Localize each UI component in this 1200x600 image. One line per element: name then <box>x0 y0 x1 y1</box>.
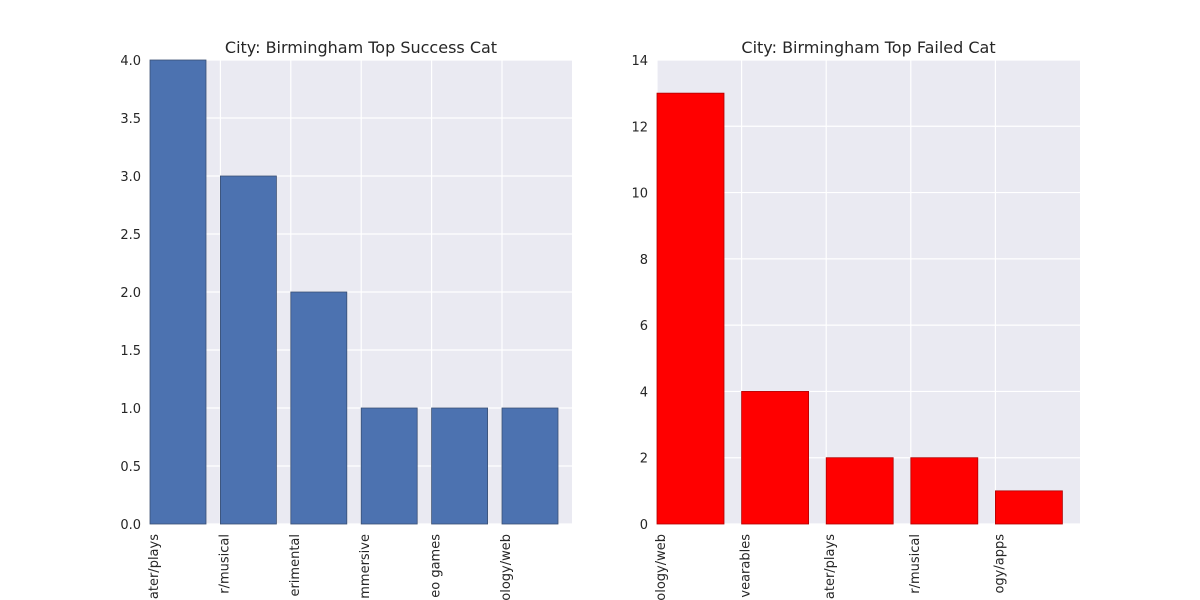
chart-title: City: Birmingham Top Success Cat <box>225 38 497 57</box>
y-tick-label: 14 <box>631 54 648 69</box>
y-tick-label: 0 <box>640 518 648 533</box>
x-tick-label: r/musical <box>908 534 923 594</box>
x-tick-label: vearables <box>739 534 754 598</box>
x-tick-label: ater/plays <box>823 534 838 599</box>
y-tick-label: 0.0 <box>120 518 141 533</box>
y-tick-label: 4.0 <box>120 54 141 69</box>
chart-title: City: Birmingham Top Failed Cat <box>741 38 995 57</box>
x-tick-label: ogy/apps <box>992 534 1007 594</box>
y-tick-label: 1.5 <box>120 344 141 359</box>
x-tick-label: erimental <box>288 534 303 597</box>
bar <box>741 391 809 525</box>
bar <box>995 490 1063 525</box>
x-tick-label: ology/web <box>499 534 514 600</box>
y-tick-label: 4 <box>640 385 648 400</box>
bar <box>825 457 894 525</box>
failed-chart: 0 2 4 6 8 10 12 14 ology/web vearables ater/plays r… <box>631 38 1080 600</box>
y-tick-label: 6 <box>640 319 648 334</box>
plot-background <box>657 60 1080 524</box>
bar <box>910 457 979 525</box>
bar <box>656 92 725 525</box>
y-tick-label: 3.0 <box>120 170 141 185</box>
x-tick-label: eo games <box>429 534 444 598</box>
y-tick-label: 2 <box>640 452 648 467</box>
y-tick-label: 3.5 <box>120 112 141 127</box>
y-tick-label: 2.0 <box>120 286 141 301</box>
y-tick-label: 8 <box>640 253 648 268</box>
y-tick-label: 1.0 <box>120 402 141 417</box>
bar <box>501 407 559 525</box>
bar <box>360 407 418 525</box>
y-tick-label: 0.5 <box>120 460 141 475</box>
x-tick-label: ology/web <box>654 534 669 600</box>
y-tick-label: 2.5 <box>120 228 141 243</box>
y-tick-label: 10 <box>631 187 648 202</box>
bar <box>219 175 277 525</box>
success-chart: 0.0 0.5 1.0 1.5 2.0 2.5 3.0 3.5 4.0 ater/plays r/m… <box>120 38 572 600</box>
x-tick-label: mmersive <box>358 534 373 599</box>
x-tick-label: r/musical <box>217 534 232 594</box>
bar <box>149 59 207 525</box>
y-tick-label: 12 <box>631 120 648 135</box>
bar <box>431 407 489 525</box>
bar <box>290 291 348 525</box>
x-tick-label: ater/plays <box>147 534 162 599</box>
